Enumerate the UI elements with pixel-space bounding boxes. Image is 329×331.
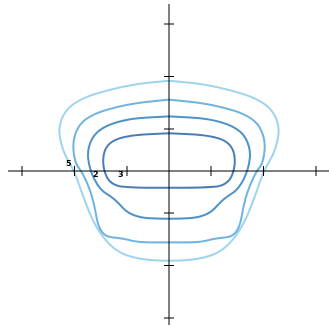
- axis-ticks: [21, 23, 317, 319]
- contour-line-3: [87, 115, 251, 220]
- contour-label-5: 5: [66, 159, 72, 168]
- contour-label-3: 3: [118, 170, 124, 179]
- contour-line-4: [102, 132, 236, 189]
- contour-line-2: [72, 98, 266, 244]
- contour-line-1: [58, 79, 280, 262]
- contour-label-2: 2: [93, 170, 99, 179]
- contour-lines: [58, 79, 280, 262]
